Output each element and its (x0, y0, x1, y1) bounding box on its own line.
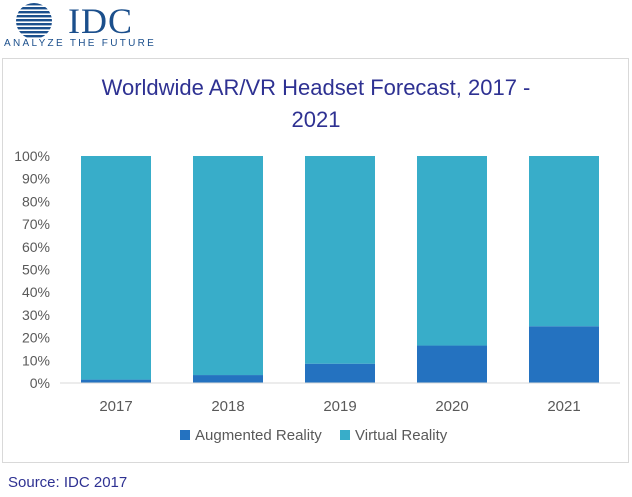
logo-tagline: ANALYZE THE FUTURE (4, 38, 157, 49)
bar-virtual-reality-2020 (417, 156, 487, 346)
chart-title-line-1: Worldwide AR/VR Headset Forecast, 2017 - (101, 75, 531, 100)
y-tick-label: 90% (22, 171, 50, 187)
bar-augmented-reality-2020 (417, 345, 487, 383)
chart-title: Worldwide AR/VR Headset Forecast, 2017 -… (50, 72, 582, 136)
logo-wordmark: IDC (68, 1, 133, 41)
bar-virtual-reality-2019 (305, 156, 375, 364)
y-tick-label: 80% (22, 193, 50, 209)
y-tick-label: 0% (30, 375, 50, 391)
x-tick-label: 2021 (547, 398, 580, 415)
bar-augmented-reality-2019 (305, 363, 375, 383)
source-note: Source: IDC 2017 (8, 474, 128, 491)
y-tick-label: 100% (14, 148, 50, 164)
bar-virtual-reality-2017 (81, 156, 151, 380)
x-tick-label: 2020 (435, 398, 468, 415)
legend-label-augmented-reality: Augmented Reality (195, 427, 322, 444)
bar-virtual-reality-2018 (193, 156, 263, 376)
y-tick-label: 50% (22, 262, 50, 278)
legend-swatch-augmented-reality (180, 430, 190, 440)
bar-augmented-reality-2017 (81, 379, 151, 383)
bar-augmented-reality-2021 (529, 326, 599, 383)
idc-globe-icon (16, 3, 52, 38)
chart-frame (2, 58, 629, 463)
y-tick-label: 60% (22, 239, 50, 255)
legend-swatch-virtual-reality (340, 430, 350, 440)
x-tick-label: 2019 (323, 398, 356, 415)
y-tick-label: 30% (22, 307, 50, 323)
bar-augmented-reality-2018 (193, 375, 263, 383)
bar-virtual-reality-2021 (529, 156, 599, 327)
y-tick-label: 70% (22, 216, 50, 232)
idc-logo: IDC ANALYZE THE FUTURE (4, 1, 157, 50)
x-tick-label: 2018 (211, 398, 244, 415)
y-tick-label: 40% (22, 284, 50, 300)
legend-label-virtual-reality: Virtual Reality (355, 427, 448, 444)
y-tick-label: 10% (22, 352, 50, 368)
y-tick-label: 20% (22, 330, 50, 346)
chart-title-line-2: 2021 (291, 107, 341, 132)
x-tick-label: 2017 (99, 398, 132, 415)
